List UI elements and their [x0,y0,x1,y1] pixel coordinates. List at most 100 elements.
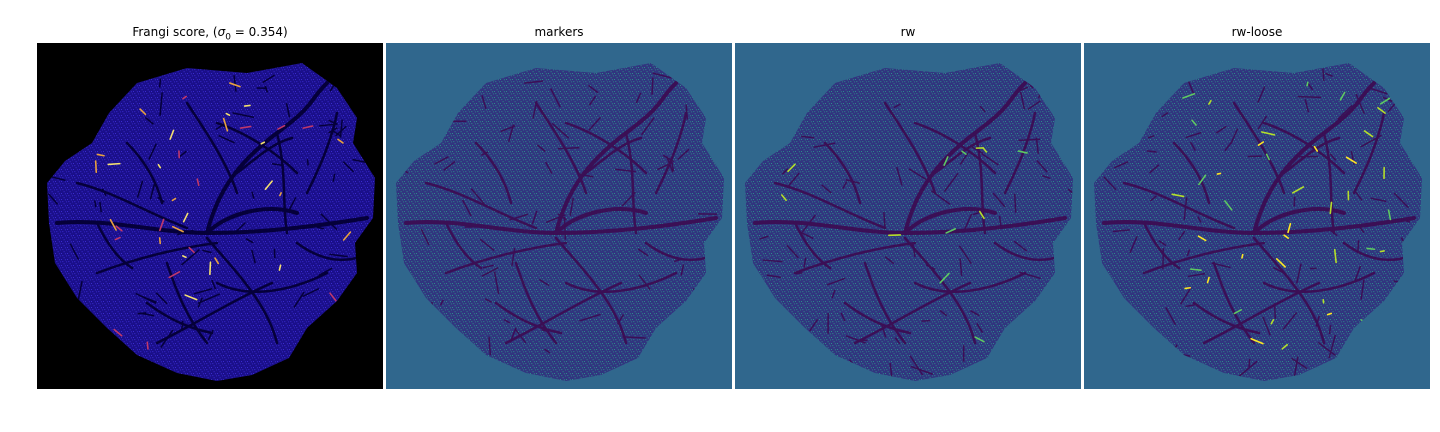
minor-vein [101,188,107,197]
minor-vein [759,235,769,240]
highlight-segment [157,163,162,169]
vein [165,261,209,345]
minor-vein [801,214,817,233]
minor-vein [69,243,80,261]
minor-vein [557,146,580,150]
vein [624,131,638,235]
minor-vein [99,201,102,213]
minor-vein [979,105,986,113]
highlight-segment [264,180,273,191]
minor-vein [1360,279,1365,300]
minor-vein [799,231,814,240]
minor-vein [1282,312,1298,330]
minor-vein [1180,287,1192,305]
minor-vein [662,154,675,163]
minor-vein [884,256,895,265]
minor-vein [1114,161,1129,169]
vein [444,221,483,270]
minor-vein [157,196,165,203]
highlight-segment [1270,319,1275,325]
minor-vein [1328,334,1337,359]
minor-vein [925,264,936,271]
panel-rw [735,43,1081,389]
highlight-segment [184,294,198,301]
minor-vein [1211,262,1231,269]
minor-vein [484,298,493,303]
highlight-segment [1379,250,1385,253]
minor-vein [306,159,309,166]
minor-vein [1067,188,1073,201]
panel-markers [386,43,732,389]
minor-vein [896,166,903,186]
vein [125,141,164,205]
minor-vein [1368,87,1388,95]
minor-vein [1215,125,1227,134]
highlight-segment [139,108,147,116]
minor-vein [1337,104,1353,120]
vein [95,241,219,275]
vein [883,101,937,195]
minor-vein [962,213,973,233]
minor-vein [1354,265,1362,281]
minor-vein [1224,140,1233,152]
vein [1252,207,1346,235]
minor-vein [1013,193,1017,213]
minor-vein [635,92,642,104]
highlight-segment [1198,174,1207,186]
minor-vein [316,226,325,230]
minor-vein [651,77,654,95]
highlight-segment [1345,156,1357,164]
highlight-segment [1339,91,1346,101]
minor-vein [1112,229,1130,233]
minor-vein [958,245,972,265]
highlight-segment [1171,193,1185,198]
minor-vein [1353,189,1363,201]
minor-vein [1272,266,1287,275]
highlight-segment [1275,258,1286,268]
minor-vein [1036,160,1048,173]
highlight-segment [109,218,117,231]
minor-vein [959,151,970,165]
minor-vein [1357,240,1360,254]
highlight-segment [1257,141,1265,146]
minor-vein [220,283,228,289]
leaf-vein-image [1084,43,1430,389]
minor-vein [1147,134,1155,139]
minor-vein [831,289,836,299]
minor-vein [302,287,320,298]
minor-vein [140,312,155,317]
minor-vein [1359,227,1365,234]
minor-vein [801,135,815,139]
minor-vein [262,74,275,84]
minor-vein [1183,197,1188,221]
highlight-segment [1261,131,1276,136]
vein [1192,301,1261,335]
vein [1252,236,1326,345]
vein [205,207,299,235]
highlight-segment [961,150,967,155]
vein [554,236,628,345]
minor-vein [545,213,566,224]
highlight-segment [1306,81,1309,87]
vein [155,281,274,345]
minor-vein [439,299,444,306]
minor-vein [47,193,59,205]
minor-vein [1393,192,1410,209]
minor-vein [845,178,861,184]
panel-rw-loose [1084,43,1430,389]
minor-vein [1273,303,1277,319]
highlight-segment [1283,234,1290,239]
vein [145,301,214,335]
minor-vein [159,92,163,116]
minor-vein [622,336,646,339]
highlight-segment [1326,312,1333,316]
vein [1322,131,1336,235]
minor-vein [331,129,342,137]
minor-vein [1322,68,1325,81]
highlight-segment [1366,247,1376,251]
highlight-segment [278,264,282,271]
minor-vein [671,161,675,172]
minor-vein [588,116,602,131]
highlight-segment [1208,99,1212,105]
